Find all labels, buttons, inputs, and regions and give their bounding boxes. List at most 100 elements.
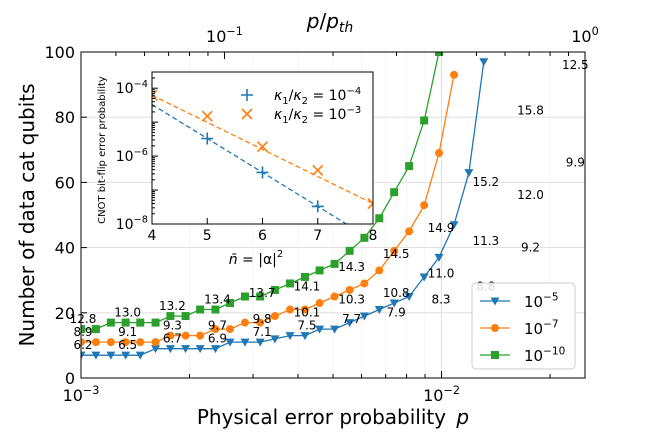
data-point-1e-10 bbox=[151, 318, 160, 327]
data-label: 15.8 bbox=[517, 103, 544, 117]
inset-legend-marker bbox=[241, 89, 253, 101]
data-point-1e-7 bbox=[286, 305, 295, 314]
data-label: 9.3 bbox=[163, 319, 182, 333]
data-label: 13.4 bbox=[204, 293, 231, 307]
data-point-1e-5 bbox=[106, 351, 116, 360]
legend-marker bbox=[491, 324, 499, 332]
x-tick-label: 10−3 bbox=[63, 384, 100, 405]
data-point-1e-10 bbox=[136, 318, 145, 327]
data-label: 10.1 bbox=[294, 306, 321, 320]
data-point-1e-5 bbox=[464, 169, 474, 178]
data-point-1e-7 bbox=[420, 201, 429, 210]
data-point-1e-10 bbox=[166, 312, 175, 321]
data-label: 14.9 bbox=[428, 221, 455, 235]
data-point-1e-5 bbox=[81, 351, 86, 360]
data-label: 12.8 bbox=[70, 312, 97, 326]
inset-data-point-kappa-1e-3 bbox=[312, 164, 324, 176]
data-point-1e-5 bbox=[225, 338, 235, 347]
inset-legend-label-kappa-1e-4: κ1/κ2 = 10−4 bbox=[274, 86, 361, 107]
data-point-1e-7 bbox=[136, 338, 145, 347]
data-point-1e-10 bbox=[91, 325, 100, 334]
data-point-1e-10 bbox=[106, 318, 115, 327]
data-point-1e-7 bbox=[315, 299, 324, 308]
data-point-1e-5 bbox=[285, 332, 295, 341]
data-point-1e-10 bbox=[300, 272, 309, 281]
main-plot-axes: 0 20 40 60 80 100 10−3 10−2 10−1 100 bbox=[44, 25, 598, 405]
inset-chart: 4 5 6 7 8 10−8 10−6 10−4 κ1/κ2 = 10−4κ1/κ2 = 10… bbox=[97, 71, 377, 268]
inset-data-point-kappa-1e-4 bbox=[256, 166, 269, 179]
data-label: 7.1 bbox=[253, 325, 272, 339]
legend-box bbox=[471, 282, 576, 370]
inset-data-point-kappa-1e-3 bbox=[256, 141, 269, 153]
data-point-1e-5 bbox=[121, 351, 131, 360]
main-x-axis-label: Physical error probability p bbox=[197, 405, 469, 429]
data-point-1e-5 bbox=[419, 273, 429, 282]
data-point-1e-7 bbox=[196, 331, 205, 340]
data-point-1e-5 bbox=[165, 345, 175, 354]
data-point-1e-7 bbox=[360, 279, 369, 288]
data-point-1e-7 bbox=[256, 318, 265, 327]
data-label: 6.7 bbox=[163, 332, 182, 346]
data-point-1e-7 bbox=[330, 292, 339, 301]
data-label: 9.2 bbox=[521, 240, 540, 254]
data-point-1e-7 bbox=[81, 338, 85, 347]
data-point-1e-10 bbox=[211, 305, 220, 314]
inset-data-point-kappa-1e-3 bbox=[152, 89, 158, 101]
inset-fit-line-kappa-1e-3 bbox=[152, 94, 373, 205]
data-point-1e-7 bbox=[151, 338, 160, 347]
data-point-1e-5 bbox=[135, 351, 145, 360]
main-legend: 10−5 10−7 10−10 bbox=[471, 282, 576, 370]
data-point-1e-7 bbox=[240, 318, 249, 327]
data-point-1e-7 bbox=[345, 285, 354, 294]
inset-x-tick-label: 6 bbox=[258, 228, 267, 244]
data-label: 9.7 bbox=[208, 319, 227, 333]
data-point-1e-10 bbox=[81, 325, 85, 334]
inset-y-tick-label: 10−8 bbox=[116, 215, 148, 233]
legend-marker bbox=[490, 297, 500, 306]
data-point-1e-10 bbox=[270, 285, 279, 294]
data-label: 6.2 bbox=[73, 338, 92, 352]
data-label: 14.5 bbox=[383, 247, 410, 261]
series-1e-7 bbox=[81, 70, 459, 347]
inset-legend-marker bbox=[241, 108, 253, 120]
main-y-axis-label: Number of data cat qubits bbox=[15, 83, 39, 346]
data-point-1e-10 bbox=[240, 292, 249, 301]
data-point-1e-7 bbox=[405, 227, 414, 236]
data-point-1e-10 bbox=[360, 233, 369, 242]
inset-x-tick-label: 7 bbox=[313, 228, 322, 244]
data-point-1e-7 bbox=[375, 266, 384, 275]
data-label: 9.1 bbox=[118, 325, 137, 339]
y-tick-label: 60 bbox=[55, 173, 75, 192]
data-label: 10.3 bbox=[338, 293, 365, 307]
data-label: 13.2 bbox=[159, 299, 186, 313]
data-point-1e-5 bbox=[404, 293, 414, 301]
data-point-1e-10 bbox=[435, 52, 444, 56]
data-point-1e-5 bbox=[434, 253, 444, 262]
data-label: 13.7 bbox=[249, 286, 276, 300]
data-label: 12.5 bbox=[562, 58, 589, 72]
main-plot-series bbox=[81, 52, 489, 360]
data-point-1e-10 bbox=[121, 318, 130, 327]
data-label: 6.9 bbox=[208, 332, 227, 346]
data-point-1e-7 bbox=[181, 331, 190, 340]
data-point-1e-7 bbox=[166, 331, 175, 340]
data-point-1e-7 bbox=[211, 325, 220, 334]
main-plot-data-labels: 6.26.56.76.97.17.57.77.98.38.89.29.98.99… bbox=[70, 58, 589, 352]
data-point-1e-10 bbox=[330, 259, 339, 268]
data-point-1e-5 bbox=[345, 319, 355, 328]
data-point-1e-10 bbox=[345, 246, 354, 255]
data-label: 7.5 bbox=[297, 319, 316, 333]
data-label: 12.0 bbox=[517, 188, 544, 202]
data-point-1e-5 bbox=[91, 351, 101, 360]
top-x-axis-label: p/pth bbox=[306, 9, 354, 36]
legend-label-1e-7: 10−7 bbox=[524, 318, 559, 338]
data-point-1e-5 bbox=[195, 345, 205, 354]
data-point-1e-7 bbox=[91, 338, 100, 347]
series-1e-10 bbox=[81, 52, 444, 334]
data-point-1e-10 bbox=[196, 305, 205, 314]
data-point-1e-7 bbox=[450, 70, 459, 79]
inset-x-tick-label: 4 bbox=[148, 228, 157, 244]
data-point-1e-5 bbox=[181, 345, 191, 354]
data-label: 9.9 bbox=[566, 156, 585, 170]
